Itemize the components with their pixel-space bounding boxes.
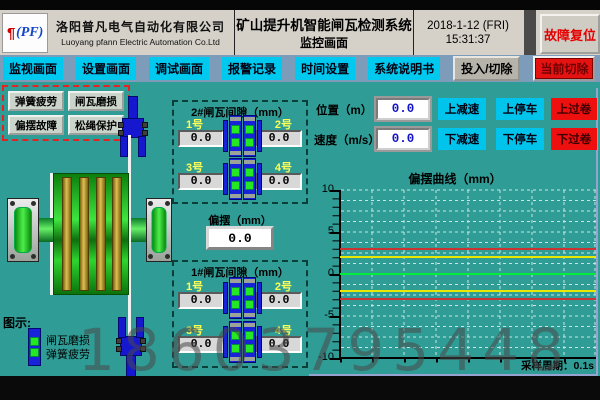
brake1-label-1: 1号	[186, 281, 204, 293]
chart-line-lower-alarm-limit	[340, 298, 596, 301]
page-title-line2: 监控画面	[299, 36, 348, 50]
chart-title: 偏摆曲线（mm）	[408, 172, 502, 186]
ytick-neg10: -10	[318, 351, 334, 363]
chart-line-upper-alarm-limit	[340, 247, 596, 250]
time-display: 15:31:37	[445, 33, 491, 46]
brake2-label-1: 1号	[186, 119, 204, 131]
brake2-gap-display-2: 0.0	[256, 130, 302, 147]
page-title: 矿山提升机智能闸瓦检测系统 监控画面	[234, 10, 414, 55]
ytick-10: 10	[321, 183, 334, 195]
logo-text: (PF)	[16, 25, 44, 40]
up-overwind-lamp[interactable]: 上过卷	[551, 98, 597, 120]
deflection-chart: 10 5 0 -5 -10	[314, 183, 598, 376]
hoist-drum-icon	[53, 173, 129, 295]
brake2-gap-display-3: 0.0	[178, 173, 224, 190]
ytick-neg5: -5	[324, 309, 334, 321]
down-overwind-lamp[interactable]: 下过卷	[551, 128, 597, 150]
brake2-gap-display-1: 0.0	[178, 130, 224, 147]
brake1-label-3: 3号	[186, 325, 204, 337]
logo-flame-icon: ¶	[6, 24, 16, 42]
ytick-0: 0	[327, 267, 334, 279]
bottom-black-bar	[0, 376, 600, 400]
company-name-en: Luoyang pfann Electric Automation Co.Ltd	[61, 37, 220, 47]
brake2-panel-title: 2#闸瓦间隙（mm）	[191, 107, 289, 119]
date-display: 2018-1-12 (FRI)	[427, 19, 509, 32]
alarm-loose-rope[interactable]: 松绳保护	[68, 115, 124, 135]
company-name-block: 洛阳普凡电气自动化有限公司 Luoyang pfann Electric Aut…	[48, 12, 233, 53]
page-title-line1: 矿山提升机智能闸瓦检测系统	[236, 18, 412, 33]
menu-time-settings[interactable]: 时间设置	[295, 57, 356, 80]
menu-system-manual[interactable]: 系统说明书	[368, 57, 441, 80]
brake2-label-2: 2号	[274, 119, 292, 131]
legend-title: 图示:	[3, 316, 31, 330]
brake2-label-4: 4号	[274, 162, 292, 174]
bearing-right-icon	[146, 198, 172, 262]
deflection-plot	[340, 190, 596, 358]
speed-label: 速度（m/s）	[314, 135, 380, 147]
header: ¶ (PF) 洛阳普凡电气自动化有限公司 Luoyang pfann Electr…	[0, 10, 600, 55]
drum-shaft-right-icon	[131, 218, 148, 242]
brake1-label-2: 2号	[274, 281, 292, 293]
brake2-caliper-pair-top-icon	[223, 115, 262, 157]
brake1-label-4: 4号	[274, 325, 292, 337]
datetime-display: 2018-1-12 (FRI) 15:31:37	[413, 10, 523, 55]
company-logo: ¶ (PF)	[2, 13, 48, 53]
menu-settings-screen[interactable]: 设置画面	[76, 57, 137, 80]
current-cutoff-button[interactable]: 当前切除	[533, 56, 596, 81]
alarm-lamp-box: 弹簧疲劳 闸瓦磨损 偏摆故障 松绳保护	[2, 85, 130, 141]
brake-disc-icon	[128, 135, 131, 372]
position-label: 位置（m）	[316, 105, 373, 117]
down-stop-lamp[interactable]: 下停车	[496, 128, 544, 150]
menu-monitor-screen[interactable]: 监视画面	[3, 57, 64, 80]
brake1-caliper-pair-bottom-icon	[223, 321, 262, 363]
alarm-spring-fatigue[interactable]: 弹簧疲劳	[8, 91, 64, 111]
speed-display: 0.0	[376, 128, 430, 150]
brake1-caliper-pair-top-icon	[223, 277, 262, 319]
company-name-cn: 洛阳普凡电气自动化有限公司	[55, 20, 225, 34]
brake1-gap-display-3: 0.0	[178, 336, 224, 353]
fault-reset-button[interactable]: 故障复位	[540, 14, 600, 54]
alarm-deflection-fault[interactable]: 偏摆故障	[8, 115, 64, 135]
header-divider	[524, 10, 536, 55]
brake1-gap-display-4: 0.0	[256, 336, 302, 353]
alarm-shoe-wear[interactable]: 闸瓦磨损	[68, 91, 124, 111]
brake1-panel-title: 1#闸瓦间隙（mm）	[191, 267, 289, 279]
chart-line-upper-warning-limit	[340, 256, 596, 259]
legend-shoe-wear: 闸瓦磨损	[46, 335, 90, 347]
down-decelerate-lamp[interactable]: 下减速	[438, 128, 486, 150]
brake2-gap-display-4: 0.0	[256, 173, 302, 190]
brake2-caliper-pair-bottom-icon	[223, 158, 262, 200]
brake2-label-3: 3号	[186, 162, 204, 174]
main-area: 弹簧疲劳 闸瓦磨损 偏摆故障 松绳保护 2#闸瓦间隙（mm） 1号 2号	[0, 82, 600, 376]
brake1-gap-display-1: 0.0	[178, 292, 224, 309]
top-black-bar	[0, 0, 600, 10]
bearing-left-icon	[7, 198, 39, 262]
up-decelerate-lamp[interactable]: 上减速	[438, 98, 486, 120]
up-stop-lamp[interactable]: 上停车	[496, 98, 544, 120]
chart-line-deflection-actual	[340, 273, 596, 275]
chart-line-lower-warning-limit	[340, 289, 596, 292]
sampling-period-note: 采样周期：0.1s	[521, 360, 594, 372]
brake1-gap-panel: 1#闸瓦间隙（mm） 1号 2号 0.0 0.0 3号 4号 0.0 0.0	[172, 260, 308, 368]
brake2-gap-panel: 2#闸瓦间隙（mm） 1号 2号 0.0 0.0 3号 4号 0.0 0.0	[172, 100, 308, 204]
menu-bar: 监视画面 设置画面 调试画面 报警记录 时间设置 系统说明书 投入/切除 当前切…	[0, 55, 600, 82]
legend-caliper-icon	[28, 328, 41, 366]
brake1-gap-display-2: 0.0	[256, 292, 302, 309]
chart-grid	[330, 189, 596, 363]
legend-spring-fatigue: 弹簧疲劳	[46, 349, 90, 361]
engage-cutoff-button[interactable]: 投入/切除	[453, 56, 521, 81]
deflection-label: 偏摆（mm）	[208, 215, 272, 227]
brake-caliper-bottom-icon	[116, 316, 146, 376]
ytick-5: 5	[327, 225, 334, 237]
menu-debug-screen[interactable]: 调试画面	[149, 57, 210, 80]
position-display: 0.0	[376, 98, 430, 120]
menu-alarm-records[interactable]: 报警记录	[222, 57, 283, 80]
deflection-display: 0.0	[206, 226, 274, 250]
brake-caliper-top-icon	[118, 96, 148, 158]
